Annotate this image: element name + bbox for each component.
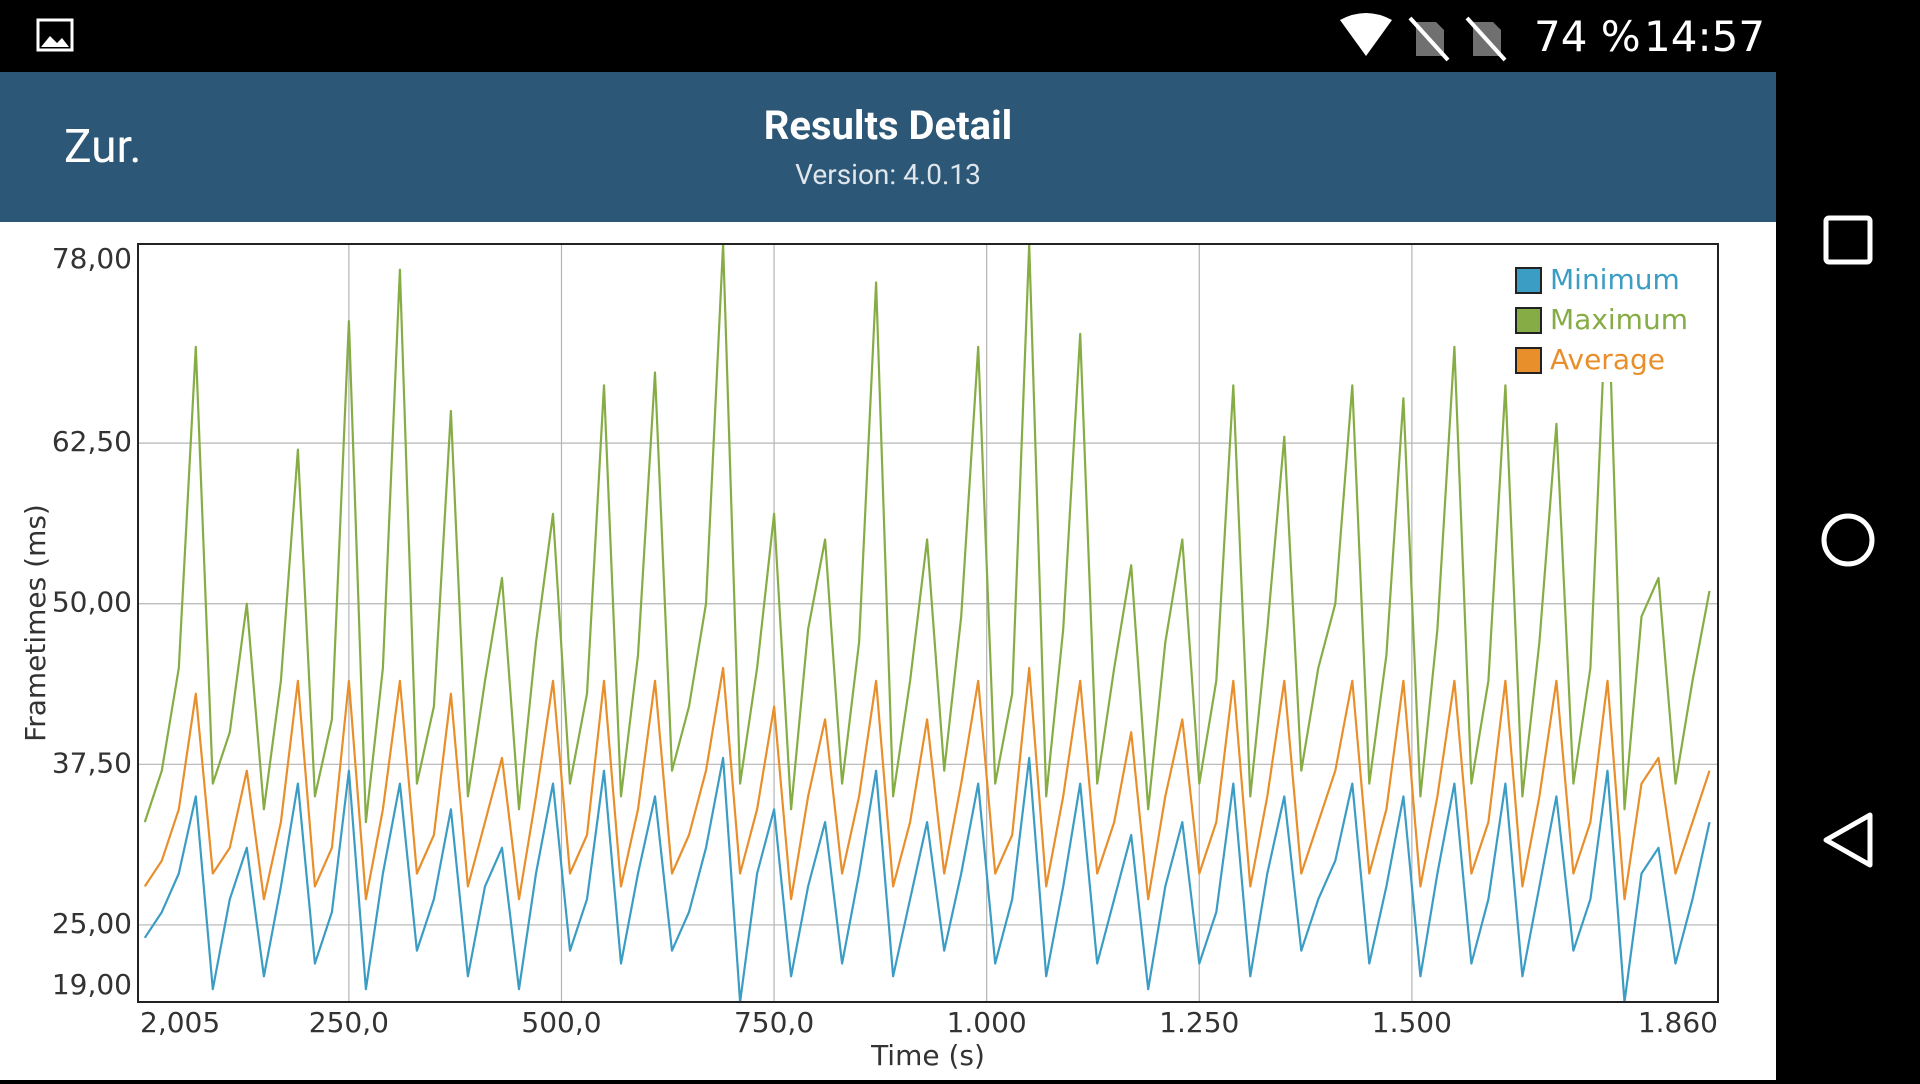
series-line <box>143 756 1711 1004</box>
nav-bar <box>1776 0 1920 1080</box>
legend-label: Average <box>1550 343 1665 376</box>
series-line <box>143 666 1711 901</box>
legend-swatch <box>1515 267 1542 294</box>
legend-label: Minimum <box>1550 263 1680 296</box>
x-axis-title: Time (s) <box>870 1039 985 1072</box>
x-tick-label: 750,0 <box>734 1006 814 1039</box>
nav-buttons <box>1821 215 1875 868</box>
legend: Minimum Maximum Average <box>1508 258 1708 382</box>
gallery-icon <box>36 18 74 52</box>
x-tick-label: 1.000 <box>947 1006 1027 1039</box>
content: 19,00 25,00 37,50 50,00 62,50 78,00 2,005 250,0… <box>0 222 1776 1080</box>
x-tick-label: 250,0 <box>309 1006 389 1039</box>
x-tick-label: 1.250 <box>1159 1006 1239 1039</box>
x-tick-label: 500,0 <box>521 1006 601 1039</box>
series-line <box>143 242 1711 824</box>
subtitle: Version: 4.0.13 <box>795 158 981 191</box>
y-tick-label: 62,50 <box>52 425 132 458</box>
x-tick-label: 1.500 <box>1372 1006 1452 1039</box>
y-tick-label: 25,00 <box>52 907 132 940</box>
app-bar: Zur. Results Detail Version: 4.0.13 <box>0 72 1776 222</box>
back-nav-button[interactable] <box>1823 812 1873 868</box>
legend-swatch <box>1515 307 1542 334</box>
legend-swatch <box>1515 347 1542 374</box>
legend-label: Maximum <box>1550 303 1688 336</box>
clock: 14:57 <box>1644 12 1766 61</box>
signal-icons <box>1340 13 1507 62</box>
y-tick-label: 78,00 <box>52 242 132 275</box>
recents-button[interactable] <box>1823 215 1873 265</box>
chart: 19,00 25,00 37,50 50,00 62,50 78,00 2,005 250,0… <box>19 242 1719 1072</box>
x-tick-label: 1.860 <box>1638 1006 1718 1039</box>
y-tick-label: 37,50 <box>52 746 132 779</box>
y-tick-label: 19,00 <box>52 968 132 1001</box>
status-bar: 74 % 14:57 <box>0 0 1776 72</box>
back-button[interactable]: Zur. <box>64 120 142 174</box>
plot-border <box>137 243 1719 1003</box>
home-button[interactable] <box>1821 513 1875 567</box>
title: Results Detail <box>763 102 1013 149</box>
plot-area <box>138 244 1718 1002</box>
y-axis-title: Frametimes (ms) <box>19 504 52 742</box>
battery-text: 74 % <box>1534 12 1641 61</box>
x-tick-label: 2,005 <box>140 1006 220 1039</box>
y-tick-label: 50,00 <box>52 586 132 619</box>
